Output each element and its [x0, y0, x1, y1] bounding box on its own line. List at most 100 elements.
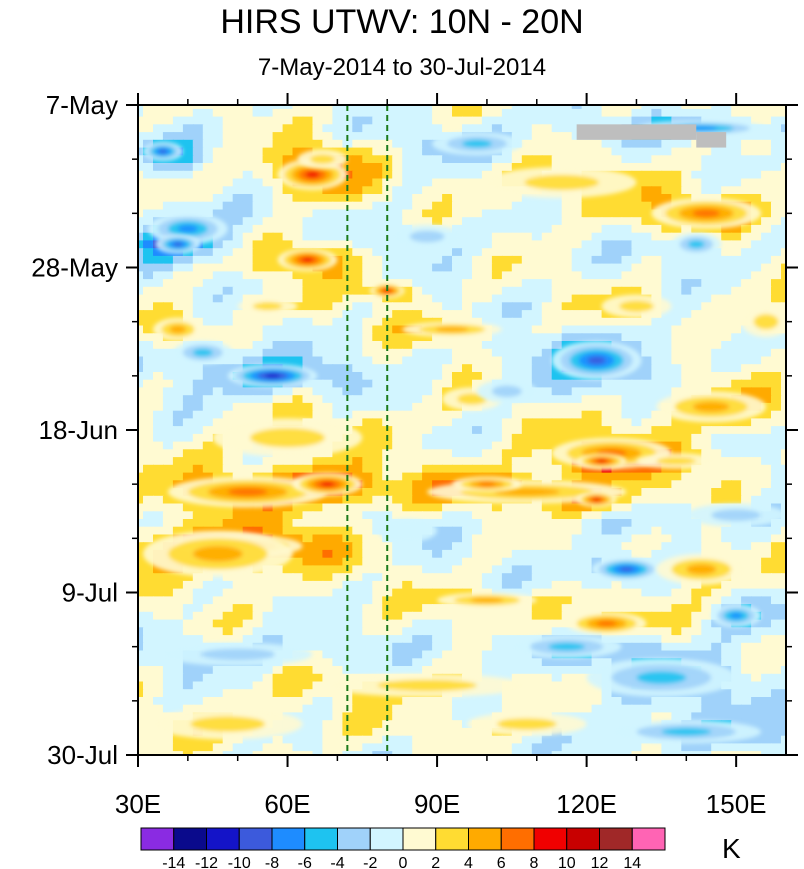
heatmap-cell [731, 472, 742, 482]
heatmap-cell [332, 139, 344, 149]
heatmap-cell [292, 557, 304, 567]
heatmap-cell [641, 224, 653, 234]
heatmap-cell [442, 402, 453, 412]
heatmap-cell [731, 449, 742, 458]
heatmap-cell [382, 650, 393, 659]
heatmap-cell [781, 105, 786, 110]
heatmap-cell [322, 286, 334, 296]
heatmap-cell [601, 503, 613, 512]
heatmap-cell [392, 596, 403, 605]
heatmap-cell [541, 341, 553, 350]
heatmap-cell [721, 464, 732, 474]
heatmap-cell [462, 627, 473, 636]
heatmap-cell [162, 588, 174, 598]
heatmap-cell [352, 650, 364, 659]
heatmap-cell [481, 642, 493, 652]
heatmap-cell [222, 255, 234, 265]
heatmap-cell [192, 155, 204, 164]
heatmap-cell [202, 596, 214, 605]
heatmap-cell [541, 348, 553, 358]
heatmap-cell [781, 170, 786, 180]
heatmap-cell [242, 464, 254, 474]
heatmap-cell [162, 170, 174, 180]
heatmap-cell [601, 410, 613, 420]
heatmap-cell [232, 611, 244, 621]
heatmap-cell [222, 573, 234, 582]
heatmap-cell [561, 263, 573, 273]
heatmap-cell [362, 186, 374, 195]
heatmap-cell [721, 534, 732, 543]
heatmap-cell [322, 642, 334, 652]
heatmap-cell [302, 310, 314, 319]
heatmap-cell [442, 341, 453, 350]
heatmap-cell [771, 395, 782, 404]
heatmap-cell [272, 464, 284, 474]
heatmap-cell [501, 194, 513, 203]
heatmap-cell [162, 310, 174, 319]
heatmap-cell [392, 604, 403, 613]
heatmap-cell [771, 526, 782, 536]
heatmap-cell [362, 286, 374, 296]
heatmap-cell [372, 395, 384, 404]
heatmap-cell [691, 526, 703, 536]
heatmap-cell [182, 178, 194, 187]
heatmap-cell [242, 132, 254, 141]
heatmap-cell [242, 333, 254, 342]
heatmap-cell [262, 147, 274, 157]
heatmap-cell [591, 526, 603, 536]
heatmap-cell [222, 310, 234, 319]
heatmap-cell [212, 673, 224, 683]
heatmap-cell [262, 511, 274, 520]
heatmap-cell [332, 627, 344, 636]
heatmap-cell [651, 619, 663, 629]
heatmap-cell [462, 433, 473, 443]
heatmap-cell [711, 433, 722, 443]
heatmap-cell [452, 410, 463, 420]
heatmap-cell [412, 302, 423, 311]
heatmap-cell [282, 310, 294, 319]
heatmap-cell [272, 224, 284, 234]
heatmap-cell [781, 650, 786, 659]
heatmap-cell [741, 588, 752, 598]
heatmap-cell [192, 511, 204, 520]
heatmap-cell [372, 248, 384, 257]
heatmap-cell [153, 402, 164, 412]
heatmap-cell [691, 627, 703, 636]
heatmap-cell [621, 255, 633, 265]
heatmap-cell [462, 503, 473, 512]
heatmap-cell [661, 604, 673, 613]
heatmap-cell [242, 519, 254, 528]
heatmap-cell [541, 372, 553, 381]
heatmap-cell [162, 395, 174, 404]
heatmap-cell [591, 557, 603, 567]
heatmap-cell [731, 286, 742, 296]
heatmap-cell [491, 457, 503, 466]
heatmap-cell [292, 511, 304, 520]
heatmap-cell [153, 433, 164, 443]
heatmap-cell [202, 511, 214, 520]
heatmap-cell [402, 108, 413, 118]
heatmap-cell [491, 248, 503, 257]
heatmap-cell [591, 224, 603, 234]
heatmap-cell [571, 673, 583, 683]
heatmap-cell [521, 147, 533, 157]
heatmap-cell [541, 604, 553, 613]
heatmap-cell [472, 526, 483, 536]
heatmap-cell [741, 666, 752, 675]
heatmap-cell [781, 387, 786, 396]
heatmap-cell [282, 673, 294, 683]
heatmap-cell [481, 163, 493, 172]
heatmap-cell [481, 457, 493, 466]
heatmap-cell [761, 333, 772, 342]
heatmap-cell [282, 325, 294, 334]
heatmap-cell [402, 565, 413, 574]
heatmap-cell [671, 372, 683, 381]
heatmap-cell [282, 294, 294, 304]
heatmap-cell [312, 650, 324, 659]
heatmap-cell [741, 248, 752, 257]
heatmap-cell [422, 457, 433, 466]
heatmap-cell [242, 147, 254, 157]
heatmap-cell [402, 449, 413, 458]
heatmap-cell [481, 372, 493, 381]
heatmap-cell [138, 542, 144, 551]
